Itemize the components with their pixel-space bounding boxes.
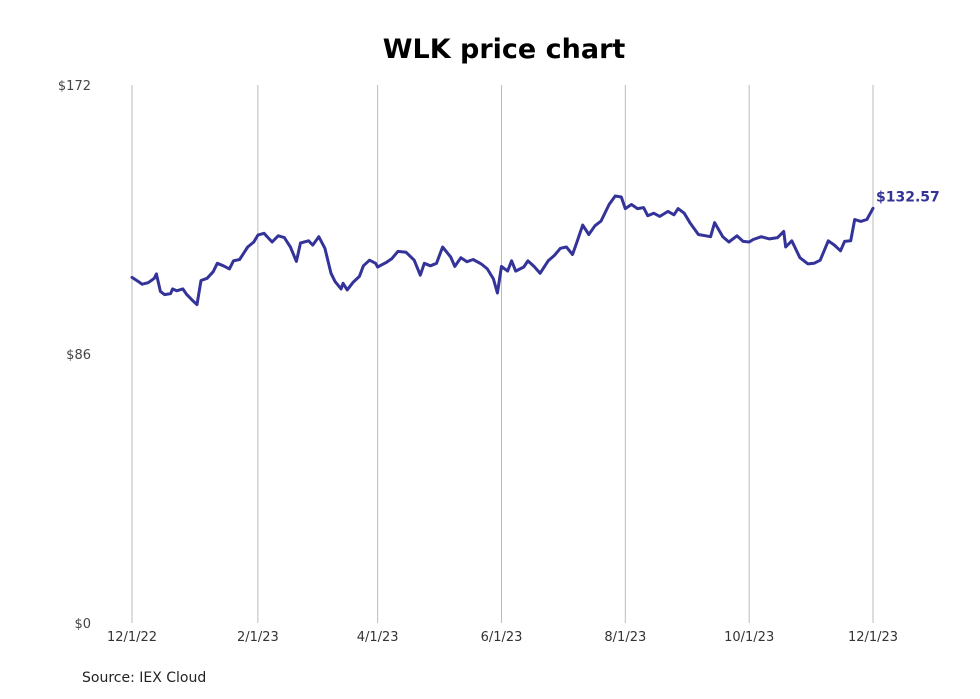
x-tick-label: 12/1/22 bbox=[107, 630, 157, 645]
x-tick-label: 10/1/23 bbox=[724, 630, 774, 645]
y-tick-label: $172 bbox=[58, 79, 91, 94]
price-series-line bbox=[130, 194, 875, 307]
x-tick-label: 4/1/23 bbox=[357, 630, 399, 645]
x-tick-label: 6/1/23 bbox=[481, 630, 523, 645]
x-tick-label: 8/1/23 bbox=[604, 630, 646, 645]
x-tick-label: 12/1/23 bbox=[848, 630, 898, 645]
source-note: Source: IEX Cloud bbox=[82, 670, 207, 686]
x-tick-label: 2/1/23 bbox=[237, 630, 279, 645]
chart-title: WLK price chart bbox=[383, 34, 626, 65]
gridlines bbox=[131, 85, 874, 623]
last-price-label: $132.57 bbox=[876, 189, 940, 205]
x-axis-ticks: 12/1/22 2/1/23 4/1/23 6/1/23 8/1/23 10/1/23 12… bbox=[107, 630, 898, 645]
y-tick-label: $0 bbox=[74, 617, 91, 632]
y-tick-label: $86 bbox=[66, 348, 91, 363]
y-axis-ticks: $0 $86 $172 bbox=[58, 79, 91, 632]
